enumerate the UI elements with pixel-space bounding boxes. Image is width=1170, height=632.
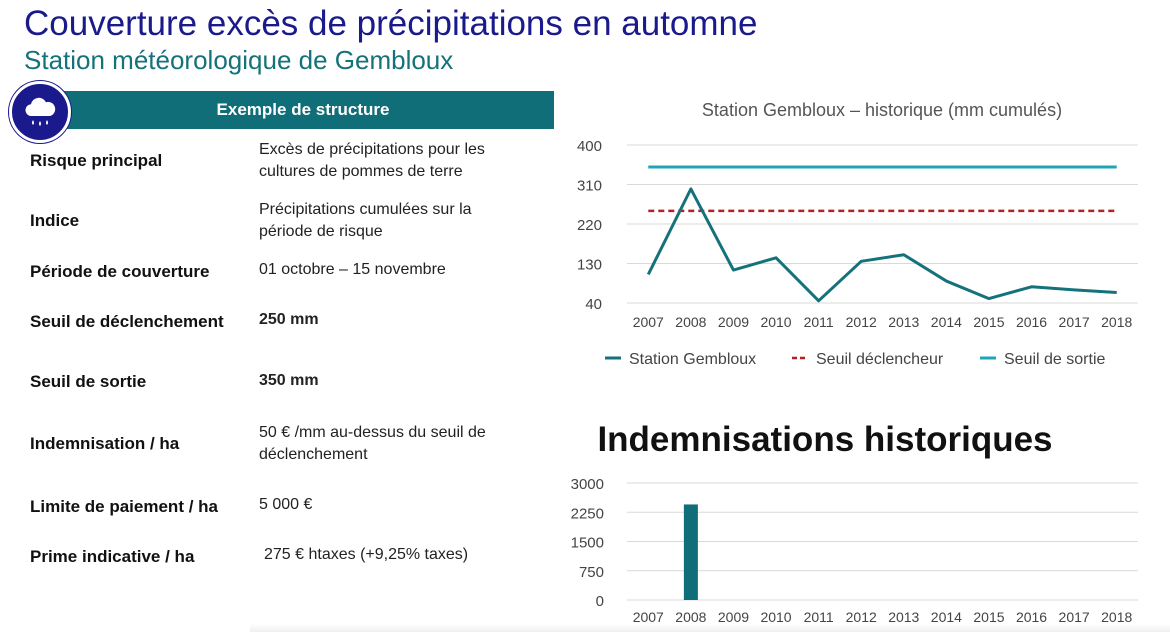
row-label-seuil-sortie: Seuil de sortie (30, 372, 147, 391)
bar-chart-x-tick: 2010 (760, 609, 791, 625)
line-chart: Station Gembloux – historique (mm cumulé… (577, 100, 1138, 368)
line-chart-x-tick: 2017 (1059, 314, 1090, 330)
line-series-0 (646, 187, 1117, 303)
line-chart-y-tick: 400 (577, 138, 602, 155)
row-value-risque: Excès de précipitations pour les culture… (259, 141, 485, 180)
line-chart-x-tick: 2011 (804, 314, 834, 330)
row-label-indice: Indice (30, 211, 80, 230)
row-value-seuil-declenchement: 250 mm (259, 311, 319, 328)
bar-chart-x-tick: 2014 (931, 609, 962, 625)
bar-2008 (683, 504, 698, 600)
bar-chart-x-tick: 2011 (804, 609, 834, 625)
row-label-periode: Période de couverture (30, 262, 210, 281)
bar-chart-x-tick: 2016 (1016, 609, 1047, 625)
bar-chart-x-tick: 2007 (633, 609, 664, 625)
bar-chart-y-tick: 3000 (571, 476, 604, 493)
bar-chart-x-tick: 2012 (846, 609, 877, 625)
page-title: Couverture excès de précipitations en au… (24, 4, 758, 43)
row-label-risque: Risque principal (30, 151, 163, 170)
line-chart-x-tick: 2013 (888, 314, 919, 330)
row-value-limite: 5 000 € (259, 496, 313, 513)
row-value-prime: 275 € htaxes (+9,25% taxes) (264, 546, 469, 563)
line-chart-x-tick: 2007 (633, 314, 664, 330)
legend-label: Seuil de sortie (1004, 351, 1105, 368)
line-chart-x-tick: 2014 (931, 314, 962, 330)
line-chart-x-tick: 2018 (1101, 314, 1132, 330)
line-chart-y-tick: 130 (577, 257, 602, 274)
structure-banner: Exemple de structure (52, 91, 554, 129)
rain-cloud-icon (9, 81, 71, 143)
row-label-prime: Prime indicative / ha (30, 547, 195, 566)
legend-label: Seuil déclencheur (816, 351, 944, 368)
row-value-periode: 01 octobre – 15 novembre (259, 261, 446, 278)
row-value-indemnisation: 50 € /mm au-dessus du seuil de déclenche… (259, 424, 486, 463)
page-subtitle: Station météorologique de Gembloux (24, 45, 454, 75)
legend-label: Station Gembloux (629, 351, 756, 368)
footer-shade (250, 624, 1170, 632)
bar-chart-x-tick: 2015 (973, 609, 1004, 625)
line-chart-x-tick: 2016 (1016, 314, 1047, 330)
row-value-seuil-sortie: 350 mm (259, 372, 319, 389)
bar-chart-x-tick: 2017 (1059, 609, 1090, 625)
line-chart-x-tick: 2008 (675, 314, 706, 330)
row-label-limite: Limite de paiement / ha (30, 497, 218, 516)
line-chart-x-tick: 2010 (760, 314, 791, 330)
bar-chart-y-tick: 1500 (571, 535, 604, 552)
bar-chart-x-tick: 2009 (718, 609, 749, 625)
bar-chart-y-tick: 0 (596, 593, 604, 610)
line-chart-y-tick: 220 (577, 217, 602, 234)
line-chart-x-tick: 2012 (846, 314, 877, 330)
bar-chart-x-tick: 2013 (888, 609, 919, 625)
bar-chart-y-tick: 2250 (571, 505, 604, 522)
banner-title: Exemple de structure (216, 100, 390, 119)
row-value-indice: Précipitations cumulées sur la période d… (259, 201, 472, 240)
line-chart-title: Station Gembloux – historique (mm cumulé… (702, 100, 1062, 120)
line-chart-y-tick: 40 (585, 296, 602, 313)
bar-chart-title: Indemnisations historiques (597, 420, 1053, 459)
row-label-seuil-declenchement: Seuil de déclenchement (30, 312, 224, 331)
row-label-indemnisation: Indemnisation / ha (30, 434, 180, 453)
bar-chart-x-tick: 2008 (675, 609, 706, 625)
line-chart-y-tick: 310 (577, 178, 602, 195)
line-chart-x-tick: 2015 (973, 314, 1004, 330)
bar-chart-x-tick: 2018 (1101, 609, 1132, 625)
bar-chart-y-tick: 750 (579, 564, 604, 581)
line-chart-x-tick: 2009 (718, 314, 749, 330)
bar-chart: 3000 2250 1500 750 0 2007 2008 2009 2010 2011 201… (571, 476, 1138, 625)
